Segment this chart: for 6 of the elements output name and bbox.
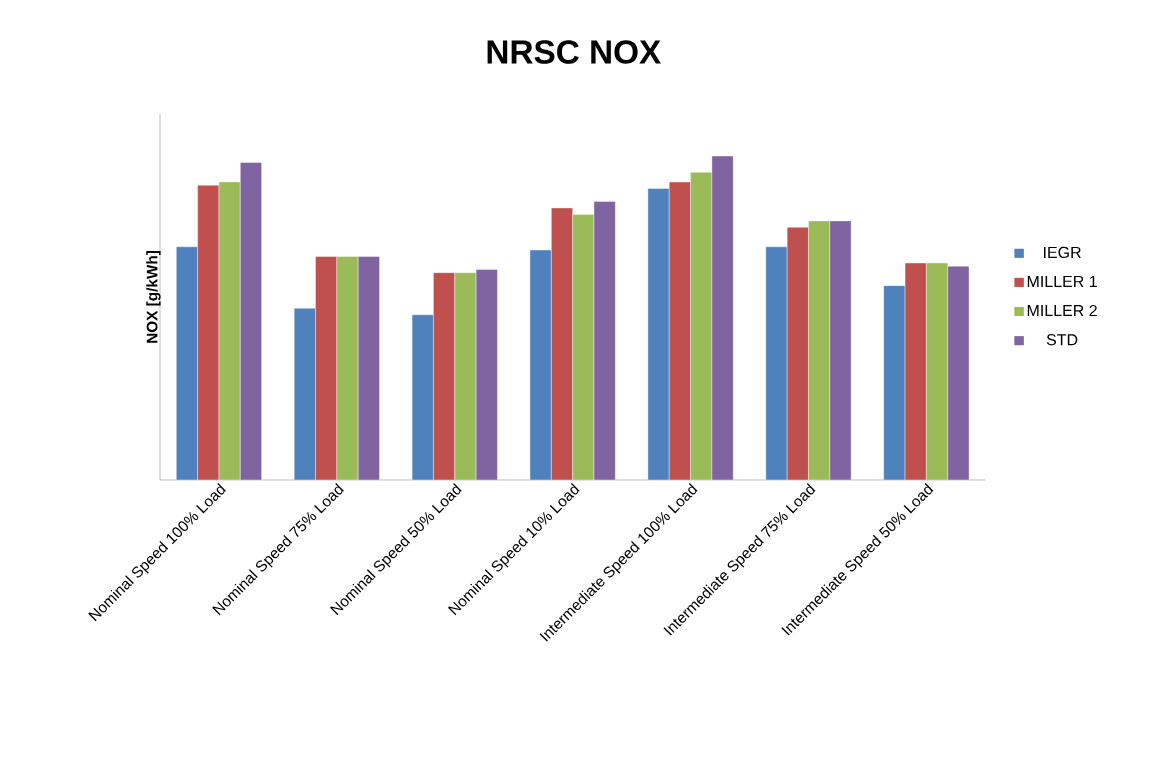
y-axis-title: NOX [g/kWh] [146,251,161,343]
legend-label: IEGR [1044,246,1081,259]
legend-label: MILLER 2 [1027,305,1097,317]
legend-label: STD [1046,334,1078,346]
chart-title: NRSC NOX [487,40,661,64]
legend-label: MILLER 1 [1027,276,1097,288]
